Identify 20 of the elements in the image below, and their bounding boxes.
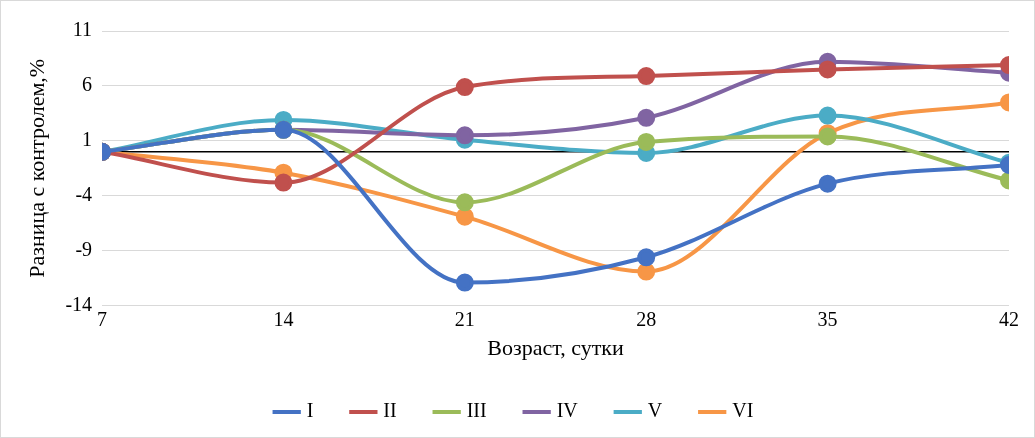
y-tick-label: -9: [75, 237, 93, 260]
legend-label: III: [466, 399, 487, 422]
x-axis-title: Возраст, сутки: [487, 334, 624, 360]
legend-label: V: [647, 399, 663, 422]
legend-label: I: [306, 399, 314, 422]
x-tick-label: 35: [817, 307, 838, 330]
x-tick-label: 21: [454, 307, 475, 330]
legend-label: VI: [732, 399, 754, 422]
legend-label: II: [383, 399, 397, 422]
y-tick-label: -4: [75, 183, 93, 206]
x-tick-label: 14: [273, 307, 294, 330]
y-tick-label: 11: [72, 18, 93, 41]
y-tick-label: -14: [65, 292, 93, 315]
y-tick-label: 6: [82, 73, 93, 96]
x-tick-label: 7: [97, 307, 108, 330]
x-tick-label: 28: [636, 307, 657, 330]
y-tick-label: 1: [82, 128, 93, 151]
y-axis-title: Разница с контролем,%: [23, 58, 49, 278]
x-tick-label: 42: [999, 307, 1019, 330]
legend-label: IV: [556, 399, 579, 422]
